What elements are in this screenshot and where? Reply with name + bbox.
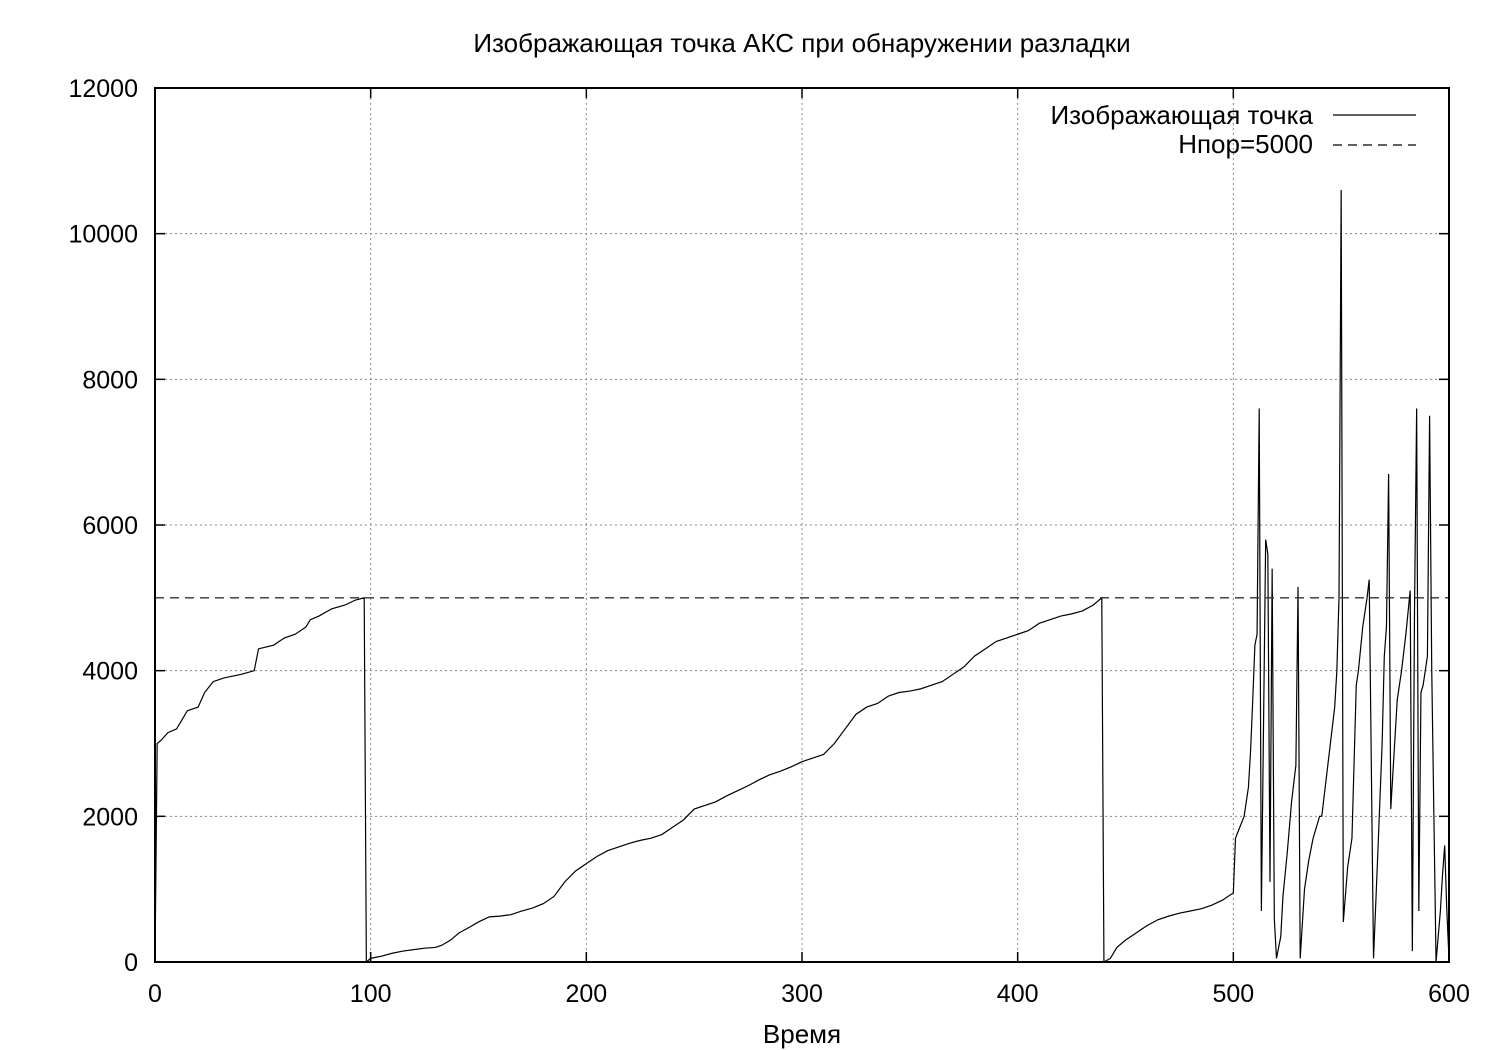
y-tick-label: 6000: [82, 512, 138, 540]
x-tick-label: 200: [565, 980, 607, 1008]
x-tick-label: 100: [350, 980, 392, 1008]
x-tick-label: 600: [1428, 980, 1470, 1008]
y-tick-label: 8000: [82, 366, 138, 394]
series-line-1: [154, 189, 1450, 964]
y-tick-label: 2000: [82, 803, 138, 831]
legend-label-series-2: Hпор=5000: [1178, 129, 1313, 159]
legend: Изображающая точка Hпор=5000: [1050, 100, 1416, 159]
series-layer: [154, 189, 1450, 964]
x-tick-label: 500: [1212, 980, 1254, 1008]
y-tick-label: 4000: [82, 658, 138, 686]
legend-label-series-1: Изображающая точка: [1050, 100, 1313, 130]
grid: [155, 88, 1449, 962]
x-tick-label: 400: [997, 980, 1039, 1008]
ticks-layer: 0 100 200 300 400 500 600020004000600080001000…: [68, 75, 1469, 1008]
y-tick-label: 10000: [68, 221, 138, 249]
chart-title: Изображающая точка АКС при обнаружении р…: [473, 28, 1130, 58]
x-tick-label: 0: [148, 980, 162, 1008]
y-tick-label: 0: [124, 949, 138, 977]
x-axis-label: Время: [763, 1019, 841, 1049]
x-tick-label: 300: [781, 980, 823, 1008]
y-tick-label: 12000: [68, 75, 138, 103]
